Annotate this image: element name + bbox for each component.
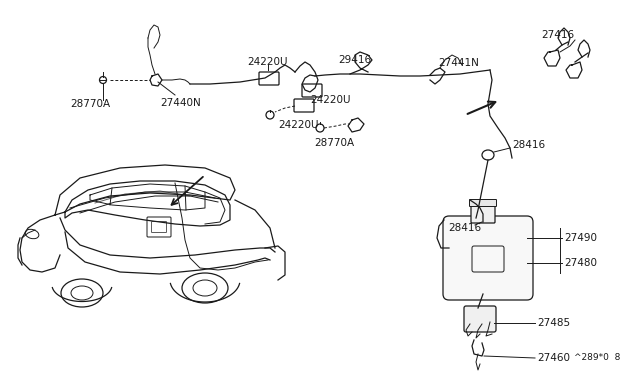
Text: 27460: 27460 — [537, 353, 570, 363]
FancyBboxPatch shape — [443, 216, 533, 300]
Text: 24220U: 24220U — [310, 95, 351, 105]
Text: 24220U: 24220U — [278, 120, 319, 130]
Text: 27480: 27480 — [564, 258, 597, 268]
FancyBboxPatch shape — [302, 84, 322, 97]
Text: 28770A: 28770A — [70, 99, 110, 109]
Text: 24220U: 24220U — [248, 57, 288, 67]
Text: 27440N: 27440N — [160, 98, 201, 108]
FancyBboxPatch shape — [464, 306, 496, 332]
Text: 27485: 27485 — [537, 318, 570, 328]
FancyBboxPatch shape — [471, 203, 495, 223]
FancyBboxPatch shape — [470, 199, 497, 206]
Text: 28416: 28416 — [448, 223, 481, 233]
Text: 27416: 27416 — [541, 30, 575, 40]
Text: ^289*0  8: ^289*0 8 — [573, 353, 620, 362]
Text: 28770A: 28770A — [314, 138, 354, 148]
Text: 27441N: 27441N — [438, 58, 479, 68]
Text: 27490: 27490 — [564, 233, 597, 243]
FancyBboxPatch shape — [294, 99, 314, 112]
Text: 29416: 29416 — [339, 55, 372, 65]
Text: 28416: 28416 — [512, 140, 545, 150]
FancyBboxPatch shape — [259, 72, 279, 85]
